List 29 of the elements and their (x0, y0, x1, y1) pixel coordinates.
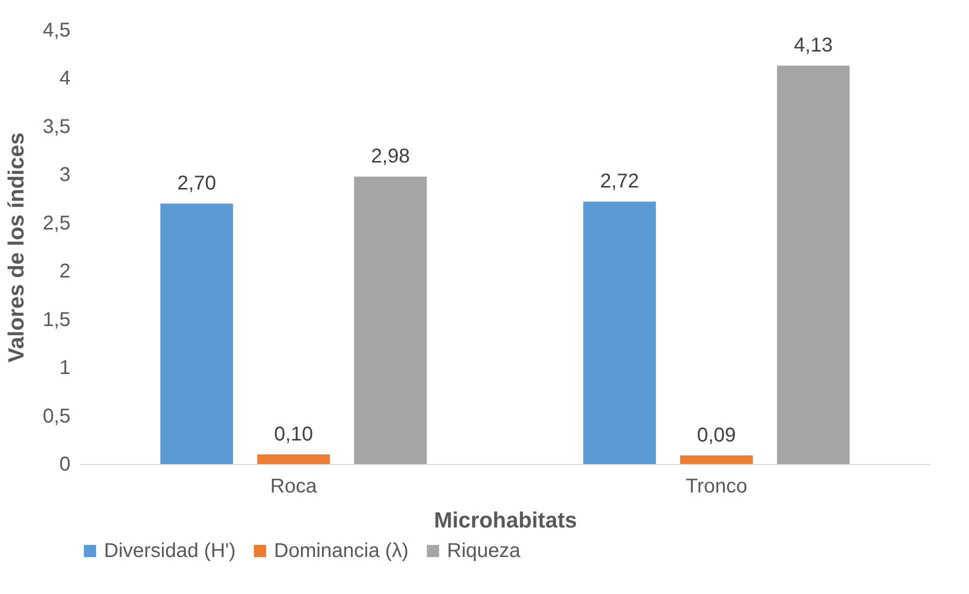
bar (776, 66, 850, 464)
bar (583, 202, 656, 464)
x-tick-label: Tronco (686, 476, 748, 498)
data-label: 0,10 (274, 423, 314, 446)
bar (160, 204, 234, 464)
bar (257, 454, 330, 464)
legend-label: Diversidad (H') (104, 540, 236, 562)
data-label: 2,98 (370, 146, 410, 168)
y-tick-label: 1 (59, 357, 70, 380)
y-axis-title: Valores de los índices (4, 132, 29, 362)
y-tick-label: 2 (59, 260, 70, 283)
y-tick-label: 1,5 (42, 308, 70, 331)
x-axis-title: Microhabitats (434, 508, 578, 532)
y-tick-label: 0 (59, 454, 70, 476)
bar (354, 176, 427, 464)
y-tick-label: 4 (59, 68, 70, 90)
y-tick-label: 4,5 (42, 20, 70, 42)
y-tick-label: 3,5 (42, 116, 70, 138)
y-tick-label: 3 (59, 164, 70, 186)
y-tick-label: 2,5 (42, 212, 70, 234)
y-tick-label: 0,5 (42, 405, 70, 428)
data-label: 2,70 (177, 172, 216, 195)
data-label: 0,09 (696, 424, 736, 446)
data-label: 4,13 (794, 34, 833, 57)
legend-label: Dominancia (λ) (274, 540, 408, 562)
legend-label: Riqueza (447, 540, 522, 562)
data-label: 2,72 (600, 170, 640, 193)
bar (680, 455, 753, 464)
x-tick-label: Roca (270, 476, 318, 498)
